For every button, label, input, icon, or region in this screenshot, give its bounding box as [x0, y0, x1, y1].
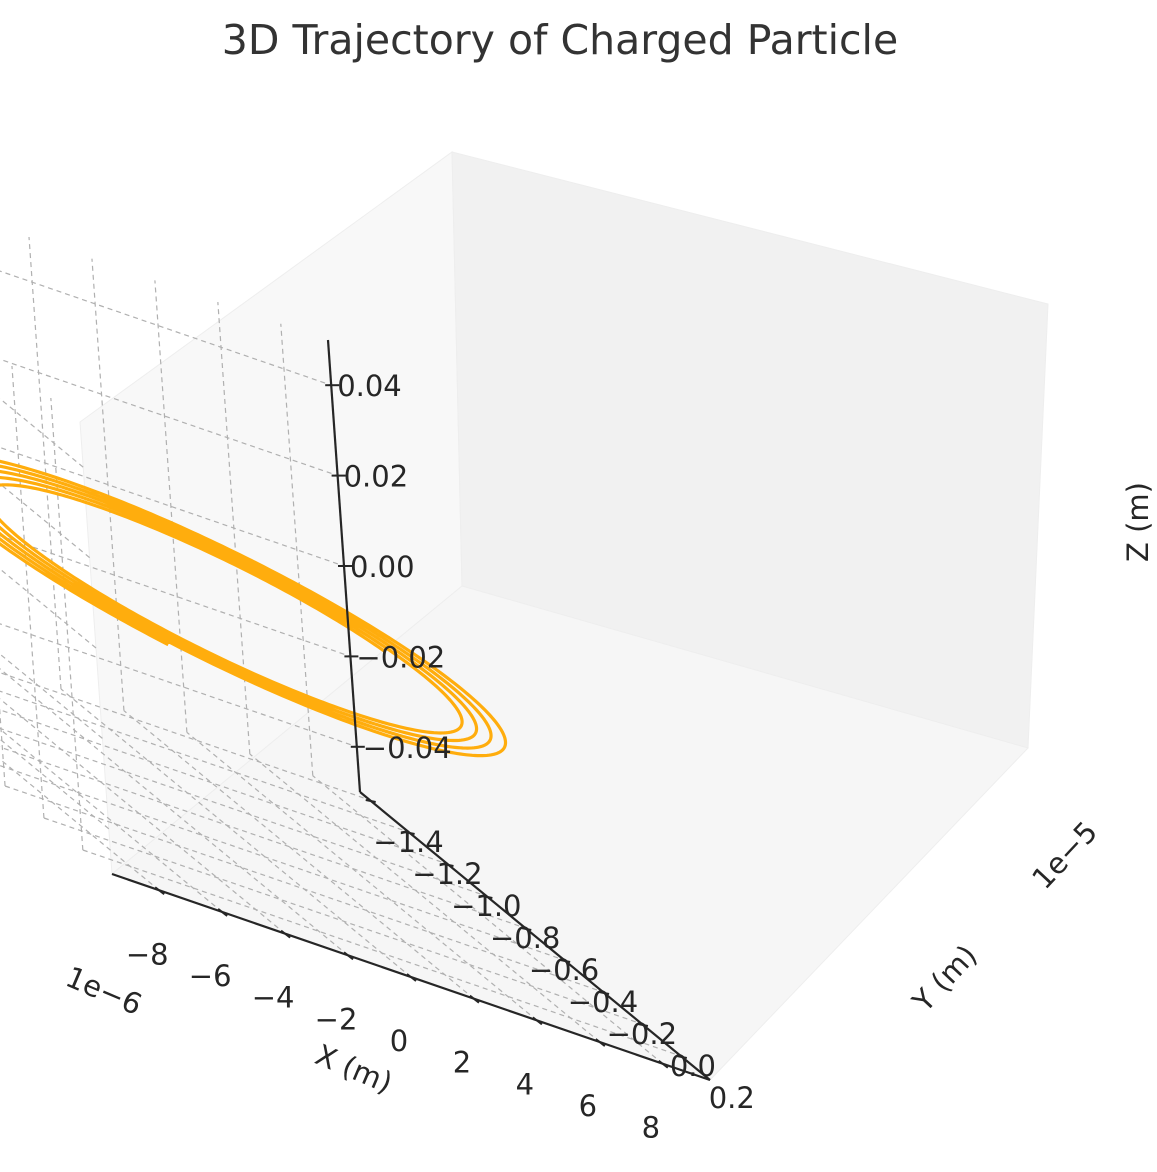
- grid-left-z-1: [0, 483, 90, 559]
- grid-floor-x-4: [60, 688, 412, 978]
- x-tick-label-7: 6: [579, 1089, 597, 1123]
- grid-floor-y-1: [43, 817, 643, 1025]
- y-tick-mark-2: [598, 991, 610, 995]
- grid-left-z-2: [0, 568, 97, 649]
- grid-lines: [0, 236, 682, 1065]
- y-tick-mark-4: [521, 927, 532, 931]
- x-tick-mark-4: [406, 973, 417, 982]
- y-tick-label-0: 0.2: [709, 1081, 755, 1115]
- y-axis-line: [359, 791, 711, 1081]
- grid-floor-x-3: [0, 668, 349, 956]
- grid-left-z-0: [0, 397, 84, 468]
- axes-panes: [79, 151, 1049, 1081]
- grid-back-x-6: [154, 280, 188, 733]
- x-tick-mark-1: [217, 908, 228, 917]
- x-tick-label-8: 8: [642, 1111, 660, 1145]
- grid-floor-y-2: [4, 785, 604, 993]
- grid-back-z-0: [0, 270, 332, 386]
- x-axis-label: X (m): [310, 1038, 397, 1101]
- x-tick-mark-0: [154, 886, 165, 896]
- y-tick-mark-3: [559, 959, 571, 963]
- x-tick-label-4: 0: [390, 1024, 408, 1058]
- chart-title: 3D Trajectory of Charged Particle: [222, 16, 898, 64]
- grid-back-z-1: [0, 358, 338, 477]
- z-axis-label: Z (m): [1121, 482, 1155, 562]
- y-tick-labels: 0.20.0−0.2−0.4−0.6−0.8−1.0−1.2−1.4: [365, 799, 755, 1115]
- grid-floor-x-6: [186, 731, 538, 1021]
- grid-floor-y-3: [0, 765, 565, 961]
- x-tick-mark-8: [658, 1059, 669, 1069]
- y-tick-mark-6: [443, 863, 454, 867]
- grid-left-z-4: [0, 738, 110, 830]
- grid-floor-x-8: [312, 775, 664, 1065]
- grid-back-z-4: [0, 623, 357, 748]
- z-tick-label-4: −0.04: [363, 731, 452, 765]
- grid-floor-x-0: [0, 758, 160, 891]
- x-tick-mark-3: [343, 951, 354, 961]
- x-tick-mark-2: [280, 929, 291, 939]
- y-axis-label: Y (m): [905, 938, 984, 1019]
- y-tick-label-2: −0.2: [607, 1017, 677, 1051]
- x-tick-label-5: 2: [453, 1046, 471, 1080]
- y-tick-mark-5: [482, 895, 493, 899]
- grid-floor-x-7: [249, 753, 601, 1043]
- trajectory-line: [0, 459, 508, 758]
- grid-back-z-2: [0, 446, 345, 567]
- grid-floor-y-4: [0, 746, 526, 929]
- y-tick-mark-1: [637, 1023, 649, 1027]
- y-tick-label-3: −0.4: [568, 985, 638, 1019]
- x-tick-label-6: 4: [516, 1067, 534, 1101]
- x-tick-label-2: −4: [252, 981, 295, 1015]
- grid-floor-x-1: [0, 728, 223, 913]
- x-tick-label-1: −6: [189, 959, 232, 993]
- y-tick-mark-7: [404, 831, 415, 835]
- z-tick-label-2: 0.00: [350, 550, 415, 584]
- grid-floor-y-0: [82, 849, 682, 1057]
- grid-floor-x-2: [0, 698, 286, 935]
- trajectory-spiral: [0, 459, 508, 758]
- y-tick-mark-0: [676, 1055, 688, 1059]
- grid-floor-y-7: [0, 690, 409, 833]
- z-tick-label-3: −0.02: [356, 640, 445, 674]
- y-tick-label-6: −1.0: [451, 889, 521, 923]
- y-tick-mark-8: [365, 799, 376, 803]
- x-tick-mark-6: [532, 1016, 543, 1026]
- y-tick-label-5: −0.8: [490, 921, 560, 955]
- x-tick-mark-7: [595, 1038, 606, 1047]
- grid-back-z-3: [0, 535, 351, 657]
- x-tick-label-0: −8: [126, 937, 169, 971]
- z-tick-label-1: 0.02: [344, 460, 409, 494]
- y-tick-label-8: −1.4: [373, 825, 443, 859]
- grid-left-z-3: [0, 653, 103, 739]
- y-tick-label-4: −0.6: [529, 953, 599, 987]
- z-tick-labels: 0.04 0.02 0.00 −0.02 −0.04: [325, 369, 452, 765]
- x-tick-mark-5: [469, 994, 480, 1004]
- x-tick-labels: −8 −6 −4 −2 0 2 4 6 8: [126, 886, 669, 1145]
- grid-floor-x-5: [123, 710, 475, 1000]
- y-tick-label-7: −1.2: [412, 857, 482, 891]
- grid-floor-y-6: [0, 709, 448, 865]
- grid-left-y-1: [11, 365, 45, 819]
- grid-floor-y-8: [0, 672, 370, 801]
- y-offset-text: 1e−5: [1025, 815, 1104, 896]
- grid-floor-y-5: [0, 727, 487, 897]
- y-tick-label-1: 0.0: [670, 1049, 716, 1083]
- x-tick-label-3: −2: [315, 1002, 358, 1036]
- z-tick-label-0: 0.04: [337, 369, 402, 403]
